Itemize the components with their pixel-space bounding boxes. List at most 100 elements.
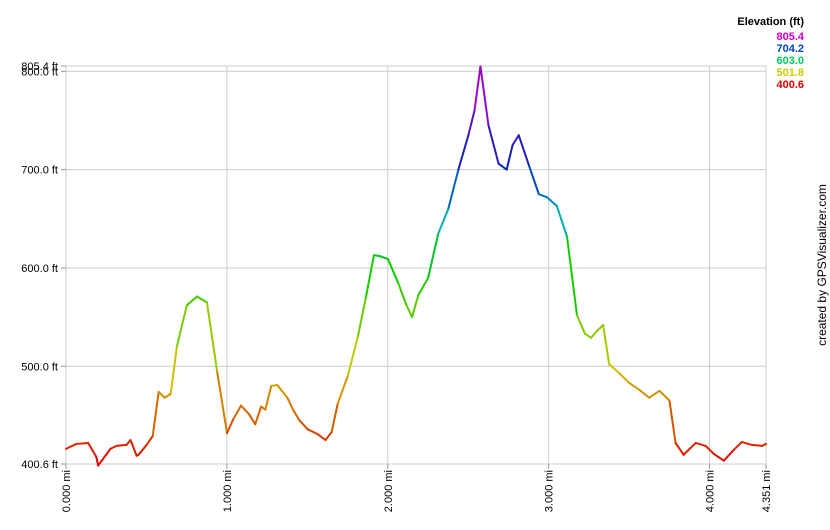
- profile-segment: [722, 448, 735, 462]
- data-point: [682, 453, 685, 456]
- profile-segment: [732, 440, 743, 451]
- profile-segment: [232, 404, 243, 421]
- profile-segment: [602, 323, 611, 366]
- profile-segment: [479, 65, 490, 127]
- data-point: [109, 448, 112, 450]
- data-point: [232, 418, 234, 421]
- data-point: [447, 208, 450, 210]
- data-point: [87, 442, 89, 444]
- data-point: [596, 330, 598, 332]
- profile-segment: [195, 295, 208, 304]
- data-point: [387, 258, 389, 260]
- profile-segment: [397, 281, 408, 306]
- data-point: [254, 423, 256, 426]
- data-point: [379, 255, 381, 257]
- data-point: [584, 333, 586, 335]
- profile-segment: [306, 428, 319, 436]
- data-point: [357, 335, 359, 338]
- profile-segment: [276, 383, 289, 399]
- data-point: [479, 65, 482, 68]
- profile-segment: [584, 332, 593, 339]
- data-point: [674, 442, 677, 444]
- data-point: [723, 459, 725, 462]
- profile-segment: [658, 389, 671, 402]
- profile-segment: [137, 443, 148, 456]
- data-point: [712, 452, 715, 455]
- data-point: [336, 402, 339, 405]
- profile-segment: [151, 390, 160, 438]
- profile-segment: [264, 384, 273, 411]
- y-tick-label: 805.4 ft: [21, 61, 58, 73]
- profile-segment: [169, 345, 178, 395]
- y-tick-label: 500.0 ft: [21, 361, 58, 373]
- data-point: [497, 162, 500, 165]
- profile-segment: [638, 388, 651, 399]
- data-point: [618, 372, 621, 374]
- data-point: [628, 382, 631, 384]
- profile-segment: [427, 232, 440, 279]
- data-point: [511, 144, 514, 146]
- data-point: [467, 134, 470, 137]
- data-point: [658, 390, 661, 392]
- data-point: [765, 443, 767, 445]
- data-point: [324, 439, 327, 441]
- x-tick-label: 1.000 mi: [222, 470, 234, 512]
- data-point: [527, 163, 530, 166]
- profile-segment: [226, 418, 235, 435]
- data-point: [163, 396, 166, 399]
- profile-segment: [668, 399, 677, 444]
- data-point: [761, 445, 763, 447]
- profile-segment: [145, 435, 154, 446]
- data-point: [546, 196, 548, 198]
- data-point: [505, 168, 508, 171]
- data-point: [487, 124, 490, 127]
- profile-segment: [324, 431, 333, 442]
- data-point: [648, 396, 651, 399]
- data-point: [286, 396, 289, 399]
- data-point: [668, 399, 671, 402]
- profile-segment: [185, 295, 198, 307]
- profile-segment: [240, 404, 251, 416]
- data-point: [365, 296, 367, 299]
- profile-segment: [618, 372, 631, 384]
- profile-segment: [216, 370, 229, 435]
- legend-entry: 400.6: [776, 79, 804, 91]
- profile-segment: [411, 294, 420, 319]
- data-point: [248, 413, 251, 416]
- profile-segment: [292, 409, 301, 422]
- profile-segment: [682, 441, 697, 456]
- profile-segment: [628, 381, 641, 391]
- data-point: [576, 314, 578, 316]
- profile-segment: [712, 452, 725, 462]
- y-tick-label: 400.6 ft: [21, 459, 58, 471]
- profile-segment: [497, 162, 508, 171]
- profile-segment: [447, 168, 460, 210]
- profile-segment: [378, 255, 389, 261]
- profile-segment: [87, 441, 98, 458]
- profile-segment: [596, 323, 605, 332]
- data-point: [437, 232, 440, 235]
- profile-segment: [575, 314, 587, 335]
- profile-segment: [270, 383, 279, 387]
- data-point: [264, 408, 267, 411]
- profile-segment: [336, 375, 349, 405]
- data-point: [373, 254, 375, 256]
- data-point: [704, 445, 707, 447]
- x-tick-label: 3.000 mi: [544, 470, 556, 512]
- data-point: [751, 444, 753, 446]
- data-point: [276, 384, 279, 386]
- y-tick-label: 800.0 ft: [21, 66, 58, 78]
- profile-segment: [457, 134, 470, 171]
- data-point: [457, 168, 460, 171]
- profile-segment: [364, 254, 375, 299]
- x-axis-ticks: 0.000 mi 1.000 mi 2.000 mi 3.000 mi 4.000 mi…: [61, 464, 773, 512]
- data-point: [260, 405, 262, 408]
- y-tick-label: 700.0 ft: [21, 165, 58, 177]
- profile-segment: [356, 296, 367, 338]
- data-point: [556, 205, 558, 207]
- profile-segment: [129, 439, 138, 457]
- profile-segment: [751, 443, 763, 447]
- data-point: [638, 389, 641, 391]
- profile-segment: [248, 413, 257, 426]
